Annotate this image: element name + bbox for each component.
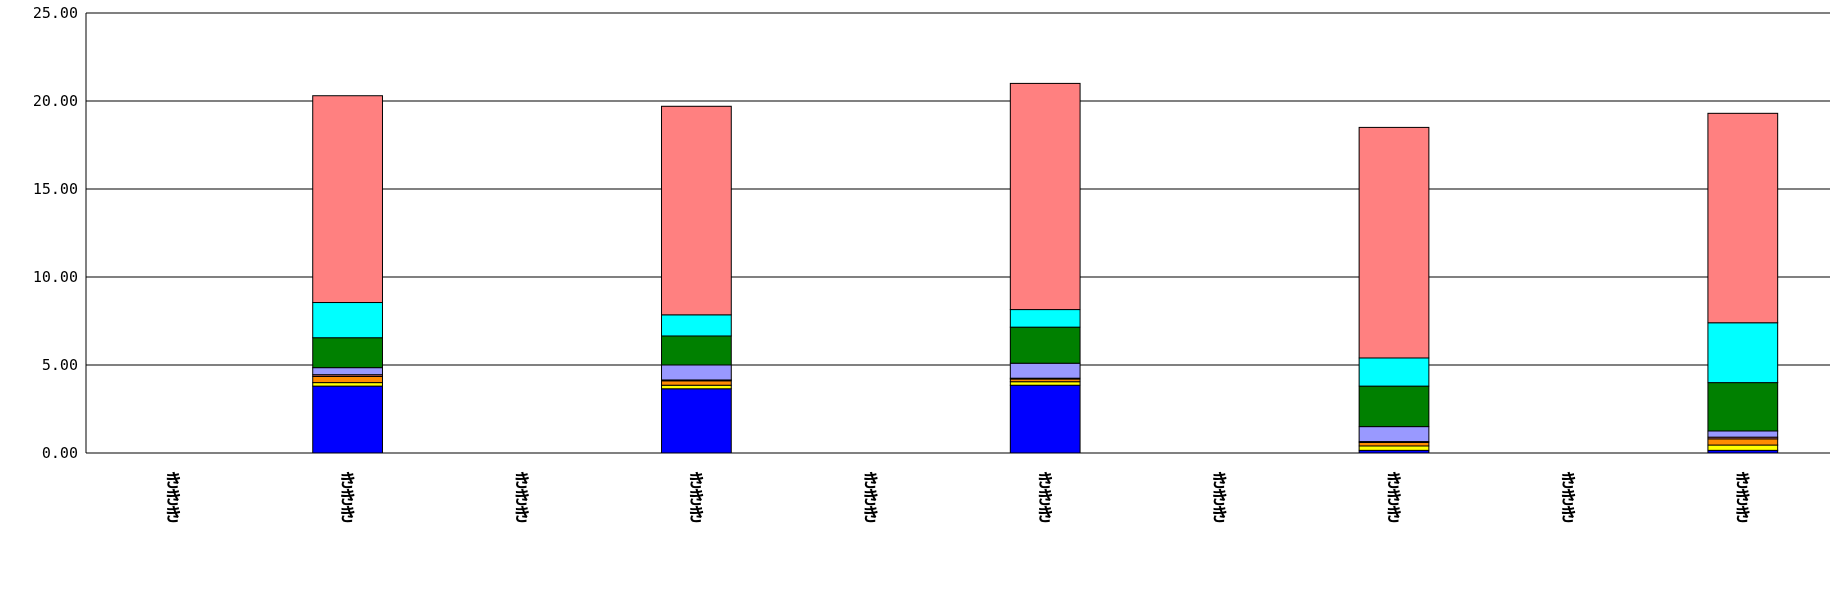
- x-tick-label: ききき: [1734, 471, 1752, 526]
- x-tick-label: ききき: [1211, 471, 1229, 526]
- x-tick-label: ききき: [1036, 471, 1054, 526]
- bar-segment: [1358, 426, 1430, 443]
- bar-segment: [1009, 82, 1081, 311]
- bar-segment: [661, 105, 732, 316]
- bar-segment: [312, 95, 383, 304]
- svg-text:ききき: ききき: [164, 471, 182, 526]
- x-tick-label: ききき: [687, 471, 705, 526]
- y-tick-label: 10.00: [33, 268, 78, 286]
- y-tick-label: 0.00: [42, 444, 78, 462]
- bar-segment: [1009, 326, 1081, 364]
- bar-segment: [312, 375, 383, 384]
- bar-segment: [661, 314, 732, 337]
- bar-segment: [1009, 384, 1081, 454]
- x-tick-label: ききき: [1559, 471, 1577, 526]
- bars: [312, 82, 1779, 454]
- x-tick-label: ききき: [513, 471, 531, 526]
- bar-segment: [661, 380, 732, 386]
- y-tick-label: 25.00: [33, 4, 78, 22]
- bar-segment: [1707, 438, 1779, 446]
- y-tick-label: 20.00: [33, 92, 78, 110]
- bar-segment: [312, 385, 383, 454]
- bar-segment: [661, 335, 732, 366]
- x-axis-category-labels: ききき ききき ききき ききき ききき ききき ききき ききき ききき ききき: [164, 471, 1752, 526]
- bar-segment: [1707, 430, 1779, 438]
- bar-segment: [1358, 441, 1430, 447]
- y-tick-label: 5.00: [42, 356, 78, 374]
- bar-segment: [1707, 382, 1779, 432]
- x-tick-label: ききき: [164, 471, 182, 526]
- bar-segment: [1009, 381, 1081, 386]
- bar-segment: [312, 367, 383, 376]
- svg-text:ききき: ききき: [1211, 471, 1229, 526]
- x-tick-label: ききき: [1385, 471, 1403, 526]
- bar-segment: [1358, 126, 1430, 359]
- svg-text:ききき: ききき: [1036, 471, 1054, 526]
- bar-segment: [661, 364, 732, 381]
- bar-segment: [1009, 309, 1081, 328]
- x-tick-label: ききき: [862, 471, 880, 526]
- bar-segment: [661, 388, 732, 454]
- svg-text:ききき: ききき: [1559, 471, 1577, 526]
- svg-text:ききき: ききき: [1734, 471, 1752, 526]
- bar-segment: [1707, 322, 1779, 384]
- y-tick-label: 15.00: [33, 180, 78, 198]
- svg-text:ききき: ききき: [513, 471, 531, 526]
- svg-text:ききき: ききき: [1385, 471, 1403, 526]
- bar-segment: [1358, 445, 1430, 451]
- svg-text:ききき: ききき: [862, 471, 880, 526]
- svg-text:ききき: ききき: [687, 471, 705, 526]
- bar-segment: [1358, 385, 1430, 428]
- bar-segment: [312, 302, 383, 339]
- bar-segment: [312, 382, 383, 387]
- x-tick-label: ききき: [339, 471, 357, 526]
- bar-segment: [1358, 357, 1430, 387]
- bar-segment: [1707, 112, 1779, 324]
- bar-segment: [312, 337, 383, 369]
- y-axis-tick-labels: 0.00 5.00 10.00 15.00 20.00 25.00: [33, 4, 78, 462]
- bar-segment: [1009, 362, 1081, 379]
- bar-segment: [661, 384, 732, 390]
- svg-text:ききき: ききき: [339, 471, 357, 526]
- bar-segment: [1707, 444, 1779, 451]
